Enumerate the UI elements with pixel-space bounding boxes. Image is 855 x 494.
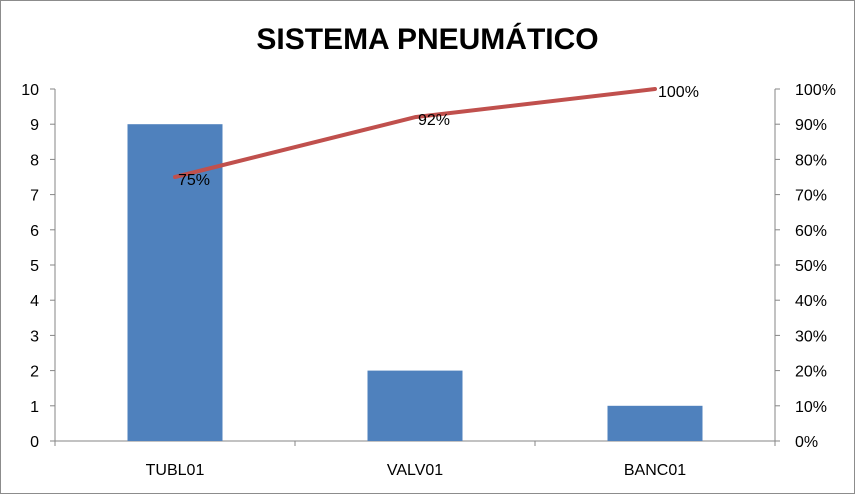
x-axis-tick-label: TUBL01 (146, 462, 205, 479)
left-axis-tick-label: 9 (30, 117, 39, 134)
right-axis-tick-label: 40% (795, 293, 827, 310)
x-axis-tick-label: VALV01 (387, 462, 443, 479)
bar-banc01 (607, 405, 703, 441)
left-axis-tick-label: 0 (30, 434, 39, 451)
right-axis-tick-label: 80% (795, 152, 827, 169)
right-axis-tick-label: 50% (795, 258, 827, 275)
left-axis-tick-label: 4 (30, 293, 39, 310)
cumulative-percent-line (173, 87, 657, 179)
left-axis-tick-label: 3 (30, 328, 39, 345)
left-axis-tick-label: 2 (30, 364, 39, 381)
left-axis-tick-label: 5 (30, 258, 39, 275)
left-axis-tick-label: 10 (21, 82, 39, 99)
left-axis-tick-label: 8 (30, 152, 39, 169)
right-axis-tick-label: 100% (795, 82, 836, 99)
right-axis-tick-label: 10% (795, 399, 827, 416)
chart-title: SISTEMA PNEUMÁTICO (256, 23, 599, 56)
bar-valv01 (367, 370, 463, 441)
data-label-tubl01: 75% (178, 172, 210, 189)
left-axis-tick-label: 7 (30, 188, 39, 205)
left-axis-tick-label: 6 (30, 223, 39, 240)
left-axis-tick-label: 1 (30, 399, 39, 416)
data-label-banc01: 100% (658, 84, 699, 101)
right-axis-tick-label: 0% (795, 434, 818, 451)
right-axis-tick-label: 20% (795, 364, 827, 381)
right-axis-tick-label: 90% (795, 117, 827, 134)
x-axis-tick-label: BANC01 (624, 462, 686, 479)
right-axis-tick-label: 70% (795, 188, 827, 205)
data-label-valv01: 92% (418, 112, 450, 129)
right-axis-tick-label: 30% (795, 328, 827, 345)
right-axis-tick-label: 60% (795, 223, 827, 240)
